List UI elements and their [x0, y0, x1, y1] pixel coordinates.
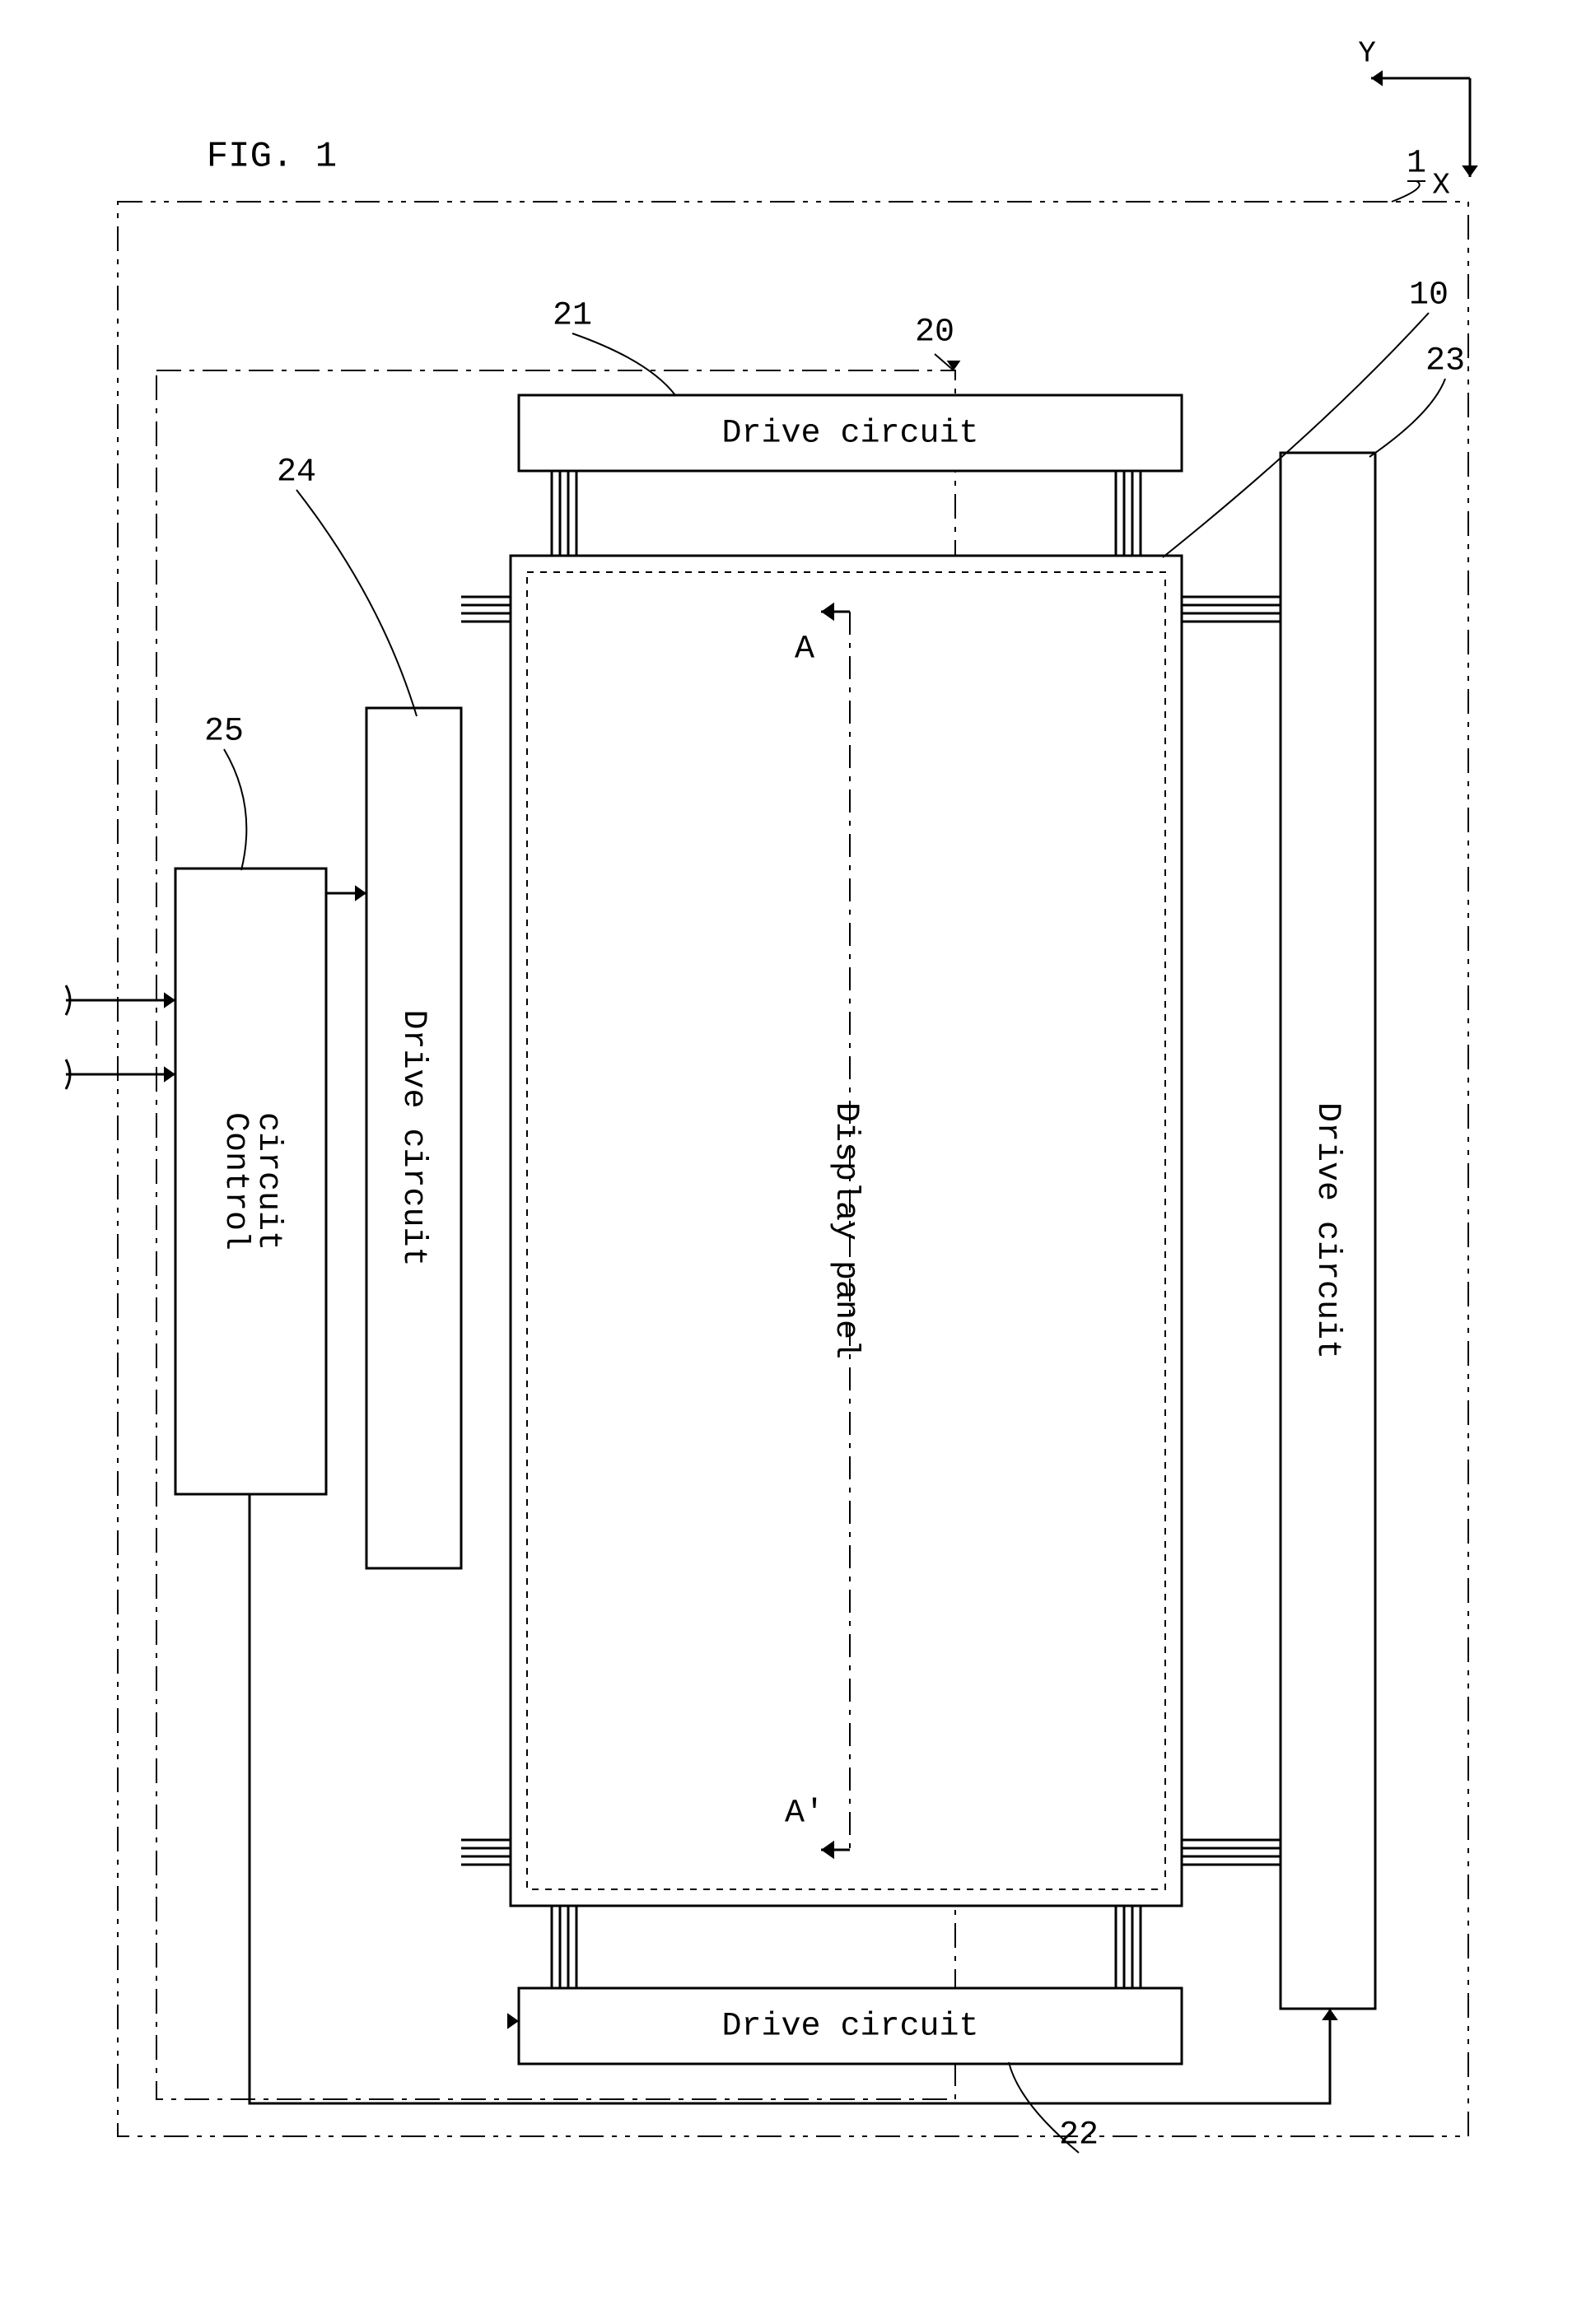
control-circuit-label-2: circuit [250, 1112, 287, 1250]
drive-circuit-left-label: Drive circuit [394, 1009, 432, 1266]
callout-10: 10 [1409, 277, 1449, 314]
figure-title: FIG. 1 [207, 137, 337, 178]
drive-circuit-bottom-label: Drive circuit [721, 2009, 978, 2046]
callout-24: 24 [277, 454, 316, 491]
callout-20: 20 [915, 314, 954, 352]
figure-1-diagram: FIG. 1 X Y Display panel Drive circuit Drive … [0, 0, 1577, 2324]
axis-x-label: X [1432, 169, 1450, 203]
drive-circuit-top-label: Drive circuit [721, 416, 978, 453]
drive-circuit-right-label: Drive circuit [1309, 1102, 1346, 1359]
callout-1: 1 [1407, 146, 1426, 183]
callout-25: 25 [204, 714, 244, 751]
axis-y-label: Y [1358, 37, 1376, 71]
callout-21: 21 [553, 298, 592, 335]
section-a-label: A [795, 631, 814, 668]
section-aprime-label: A' [785, 1795, 824, 1833]
display-panel-label: Display panel [827, 1102, 864, 1359]
control-circuit-label-1: Control [217, 1112, 254, 1250]
callout-23: 23 [1425, 343, 1465, 380]
callout-22: 22 [1059, 2117, 1099, 2154]
